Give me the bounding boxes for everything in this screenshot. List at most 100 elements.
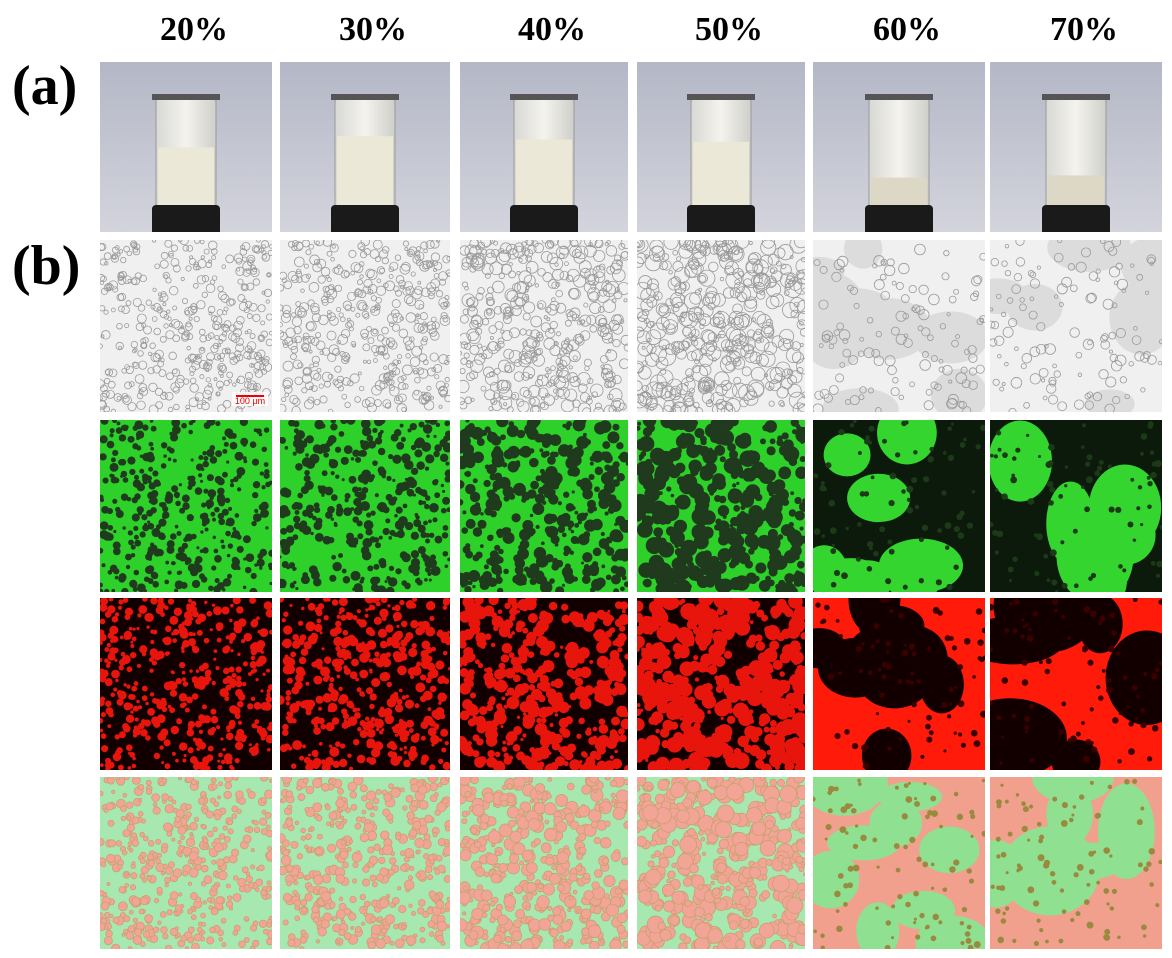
droplet	[383, 506, 388, 512]
droplet	[763, 341, 778, 355]
droplet	[100, 305, 106, 312]
droplet	[265, 609, 272, 618]
droplet	[121, 654, 131, 664]
droplet	[460, 630, 469, 642]
droplet	[407, 749, 418, 759]
droplet	[1070, 284, 1078, 293]
droplet	[313, 240, 325, 247]
droplet	[578, 260, 592, 274]
droplet	[295, 430, 306, 440]
droplet	[192, 679, 197, 683]
droplet	[568, 365, 573, 370]
droplet	[484, 426, 491, 433]
droplet	[522, 670, 527, 676]
droplet	[637, 256, 644, 268]
droplet	[393, 429, 402, 437]
droplet	[444, 376, 450, 382]
droplet	[530, 315, 543, 328]
droplet	[756, 353, 769, 367]
droplet	[361, 693, 365, 697]
droplet	[722, 346, 729, 353]
cap-rim	[331, 94, 399, 100]
droplet	[360, 501, 370, 512]
droplet	[263, 472, 270, 479]
column-header: 70%	[1050, 11, 1118, 48]
droplet	[317, 275, 326, 284]
droplet	[799, 455, 805, 463]
droplet	[637, 326, 645, 338]
droplet	[233, 320, 243, 331]
droplet	[466, 328, 479, 342]
droplet	[543, 315, 548, 320]
droplet	[470, 315, 484, 328]
droplet	[201, 291, 208, 298]
droplet	[379, 267, 385, 274]
droplet	[1150, 471, 1157, 479]
droplet	[649, 322, 667, 340]
droplet	[172, 420, 178, 423]
droplet	[611, 397, 625, 412]
droplet	[373, 399, 382, 407]
droplet	[295, 463, 303, 471]
droplet	[357, 726, 362, 732]
droplet	[177, 326, 185, 334]
droplet	[183, 753, 187, 758]
droplet	[171, 485, 179, 493]
droplet	[338, 686, 343, 691]
droplet	[996, 530, 1004, 538]
droplet	[421, 552, 427, 559]
droplet	[359, 439, 365, 445]
droplet	[378, 558, 387, 566]
droplet	[348, 475, 357, 484]
droplet	[502, 312, 510, 320]
droplet	[489, 261, 503, 276]
droplet	[374, 651, 380, 657]
droplet	[198, 473, 203, 478]
droplet	[424, 420, 432, 424]
droplet	[321, 763, 331, 770]
droplet	[1084, 506, 1090, 513]
droplet	[554, 395, 559, 400]
droplet	[547, 279, 558, 289]
droplet	[171, 671, 175, 675]
droplet	[788, 556, 793, 562]
droplet	[364, 598, 375, 604]
droplet	[302, 744, 307, 749]
droplet	[263, 462, 269, 467]
droplet	[227, 379, 233, 384]
droplet	[254, 563, 258, 567]
droplet	[1023, 402, 1030, 409]
droplet	[438, 354, 449, 365]
droplet	[210, 715, 219, 724]
droplet	[944, 545, 950, 550]
droplet	[511, 631, 516, 635]
droplet	[184, 707, 190, 713]
droplet	[422, 260, 432, 270]
droplet	[136, 699, 140, 704]
droplet	[505, 307, 512, 314]
image-panel	[100, 240, 272, 412]
droplet	[483, 308, 495, 320]
droplet	[353, 544, 357, 548]
droplet	[490, 612, 495, 617]
droplet	[460, 401, 468, 410]
droplet	[460, 735, 468, 749]
droplet	[352, 587, 356, 592]
droplet	[334, 265, 344, 276]
droplet	[498, 396, 513, 410]
droplet	[848, 355, 859, 365]
droplet	[701, 297, 711, 306]
droplet	[589, 455, 596, 462]
droplet	[543, 394, 555, 406]
droplet	[536, 334, 544, 342]
droplet	[818, 343, 824, 348]
droplet	[189, 756, 198, 764]
droplet	[802, 287, 805, 293]
droplet	[139, 454, 144, 459]
droplet	[1108, 349, 1113, 354]
droplet	[297, 492, 304, 499]
droplet	[947, 426, 952, 431]
droplet	[414, 512, 419, 517]
droplet	[323, 452, 329, 458]
droplet	[291, 316, 303, 327]
